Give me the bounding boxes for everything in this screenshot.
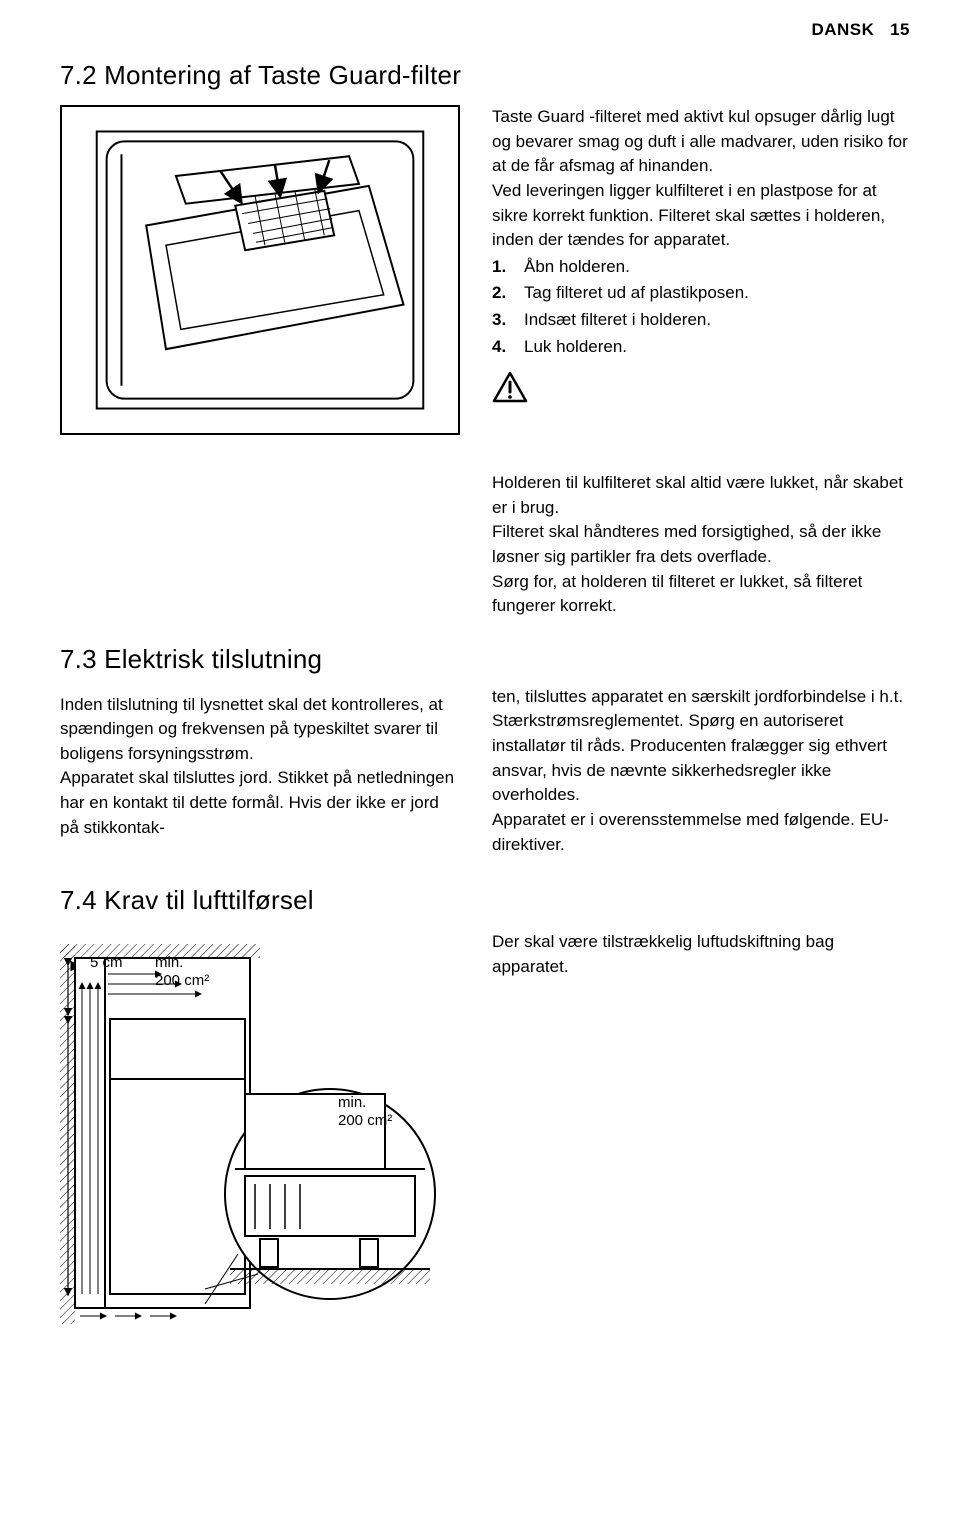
section-7-3: 7.3 Elektrisk tilslutning Inden tilslutn… [60,641,910,857]
warn-p1: Holderen til kulfilteret skal altid være… [492,471,910,520]
s4-right: Der skal være tilstrækkelig luftudskiftn… [492,930,910,979]
list-item: 1. Åbn holderen. [492,255,910,280]
label-min-200-top: min. 200 cm² [155,954,209,990]
list-num: 1. [492,255,510,280]
list-text: Tag filteret ud af plastikposen. [524,281,749,306]
s3-left: Inden tilslutning til lysnettet skal det… [60,693,460,841]
figure-airflow: 5 cm min. 200 cm² min. 200 cm² [60,944,460,1324]
section-7-4: 7.4 Krav til lufttilførsel [60,885,910,1324]
warn-p3: Sørg for, at holderen til filteret er lu… [492,570,910,619]
list-num: 3. [492,308,510,333]
list-text: Åbn holderen. [524,255,630,280]
header-page: 15 [890,20,910,39]
list-text: Indsæt filteret i holderen. [524,308,711,333]
section-title-7-2: 7.2 Montering af Taste Guard-filter [60,60,910,91]
section-7-2-text: Taste Guard -filteret med aktivt kul ops… [492,105,910,435]
label-min-200-zoom: min. 200 cm² [338,1094,392,1130]
header-lang: DANSK [811,20,874,39]
list-item: 3. Indsæt filteret i holderen. [492,308,910,333]
warn-p2: Filteret skal håndteres med forsigtighed… [492,520,910,569]
list-item: 2. Tag filteret ud af plastikposen. [492,281,910,306]
s3-right: ten, tilsluttes apparatet en særskilt jo… [492,685,910,857]
section-warning: Holderen til kulfilteret skal altid være… [60,471,910,619]
section-7-2: 7.2 Montering af Taste Guard-filter [60,60,910,435]
label-5cm: 5 cm [90,954,123,972]
section-title-7-4: 7.4 Krav til lufttilførsel [60,885,910,916]
airflow-illustration [60,944,460,1324]
list-text: Luk holderen. [524,335,627,360]
list-num: 4. [492,335,510,360]
filter-install-illustration [72,115,448,425]
list-item: 4. Luk holderen. [492,335,910,360]
warning-icon [492,371,910,411]
s1-p1: Taste Guard -filteret med aktivt kul ops… [492,105,910,179]
section-title-7-3: 7.3 Elektrisk tilslutning [60,641,460,679]
figure-filter-install [60,105,460,435]
s1-p2: Ved leveringen ligger kulfilteret i en p… [492,179,910,253]
page-header: DANSK 15 [60,20,910,40]
list-num: 2. [492,281,510,306]
